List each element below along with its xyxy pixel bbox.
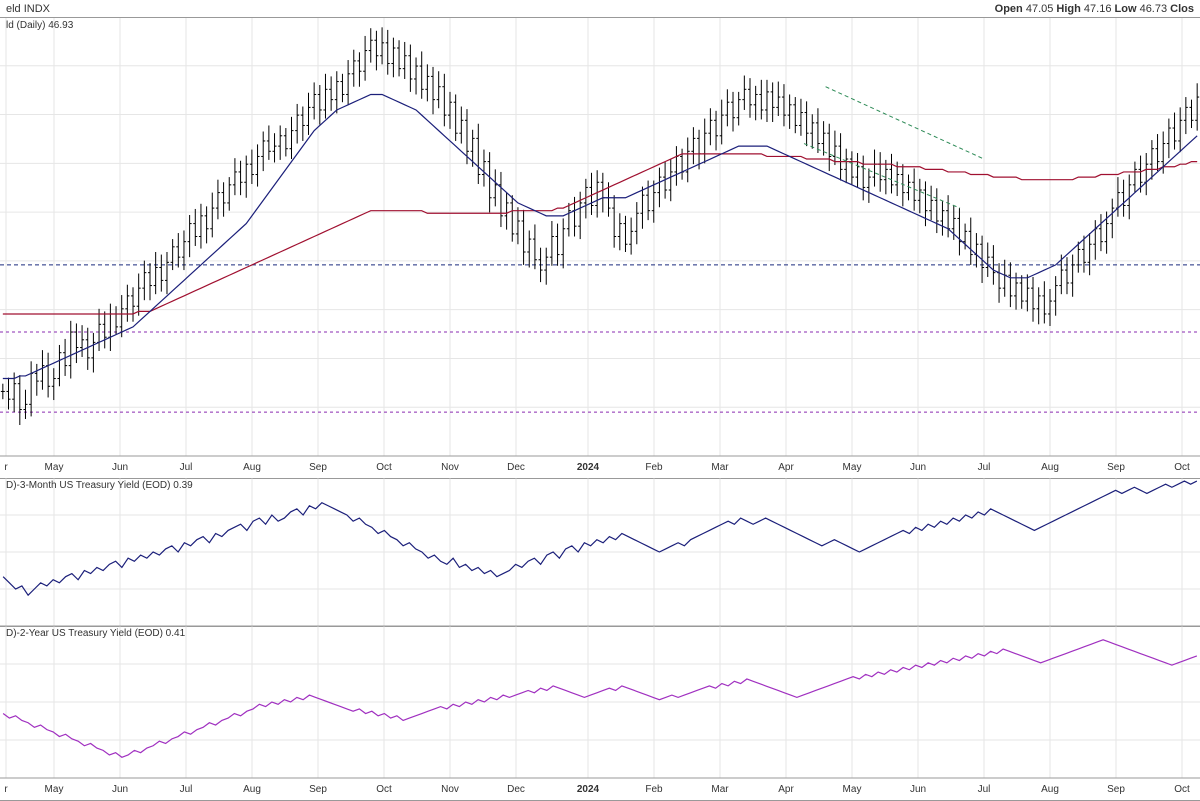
legend-main: ld (Daily) 46.93 [6, 20, 73, 31]
plot-spread-2y[interactable]: r May Jun Jul Aug Sep Oct Nov Dec 2024 Feb Mar Apr Ma… [0, 626, 1200, 800]
svg-text:Aug: Aug [243, 784, 261, 795]
svg-text:Jul: Jul [978, 784, 991, 795]
svg-text:Jun: Jun [910, 784, 926, 795]
svg-text:Oct: Oct [1174, 462, 1190, 473]
svg-text:Jun: Jun [112, 784, 128, 795]
chart-main[interactable]: r May Jun Jul Aug Sep Oct Nov Dec 2024 Feb Mar Apr Ma… [0, 17, 1200, 478]
svg-text:r: r [4, 462, 8, 473]
svg-text:Mar: Mar [711, 784, 729, 795]
plot-spread-3m[interactable] [0, 478, 1200, 626]
svg-text:Mar: Mar [711, 462, 729, 473]
panel-spread-3m: D)-3-Month US Treasury Yield (EOD) 0.39 [0, 478, 1200, 627]
svg-text:Apr: Apr [778, 784, 794, 795]
plot-main[interactable]: r May Jun Jul Aug Sep Oct Nov Dec 2024 Feb Mar Apr Ma… [0, 17, 1200, 478]
svg-text:Sep: Sep [309, 462, 327, 473]
svg-text:Aug: Aug [1041, 784, 1059, 795]
svg-text:May: May [45, 462, 64, 473]
svg-text:Oct: Oct [376, 462, 392, 473]
svg-text:Aug: Aug [1041, 462, 1059, 473]
svg-text:May: May [843, 784, 862, 795]
svg-text:Jul: Jul [180, 784, 193, 795]
svg-text:Nov: Nov [441, 462, 459, 473]
panel-spread-2y: D)-2-Year US Treasury Yield (EOD) 0.41 r… [0, 626, 1200, 801]
chart-spread-3m[interactable] [0, 478, 1200, 626]
titlebar-main: eld INDX Open 47.05 High 47.16 Low 46.73… [0, 0, 1200, 18]
legend-spread-2y: D)-2-Year US Treasury Yield (EOD) 0.41 [6, 628, 185, 639]
svg-text:2024: 2024 [577, 462, 600, 473]
svg-text:May: May [45, 784, 64, 795]
svg-text:Jun: Jun [910, 462, 926, 473]
svg-text:Aug: Aug [243, 462, 261, 473]
svg-text:Apr: Apr [778, 462, 794, 473]
svg-text:Nov: Nov [441, 784, 459, 795]
svg-text:Jul: Jul [180, 462, 193, 473]
svg-text:Jul: Jul [978, 462, 991, 473]
svg-text:Oct: Oct [1174, 784, 1190, 795]
svg-text:Sep: Sep [309, 784, 327, 795]
svg-text:2024: 2024 [577, 784, 600, 795]
svg-text:Dec: Dec [507, 462, 525, 473]
ohlc-readout: Open 47.05 High 47.16 Low 46.73 Clos [995, 3, 1194, 15]
svg-text:Dec: Dec [507, 784, 525, 795]
svg-text:Oct: Oct [376, 784, 392, 795]
svg-text:r: r [4, 784, 8, 795]
svg-text:Feb: Feb [645, 462, 663, 473]
svg-text:Sep: Sep [1107, 784, 1125, 795]
svg-text:Sep: Sep [1107, 462, 1125, 473]
svg-text:Feb: Feb [645, 784, 663, 795]
chart-spread-2y[interactable]: r May Jun Jul Aug Sep Oct Nov Dec 2024 Feb Mar Apr Ma… [0, 626, 1200, 800]
svg-text:May: May [843, 462, 862, 473]
legend-spread-3m: D)-3-Month US Treasury Yield (EOD) 0.39 [6, 480, 193, 491]
panel-main: eld INDX Open 47.05 High 47.16 Low 46.73… [0, 0, 1200, 479]
symbol-label: eld INDX [6, 3, 50, 15]
svg-text:Jun: Jun [112, 462, 128, 473]
